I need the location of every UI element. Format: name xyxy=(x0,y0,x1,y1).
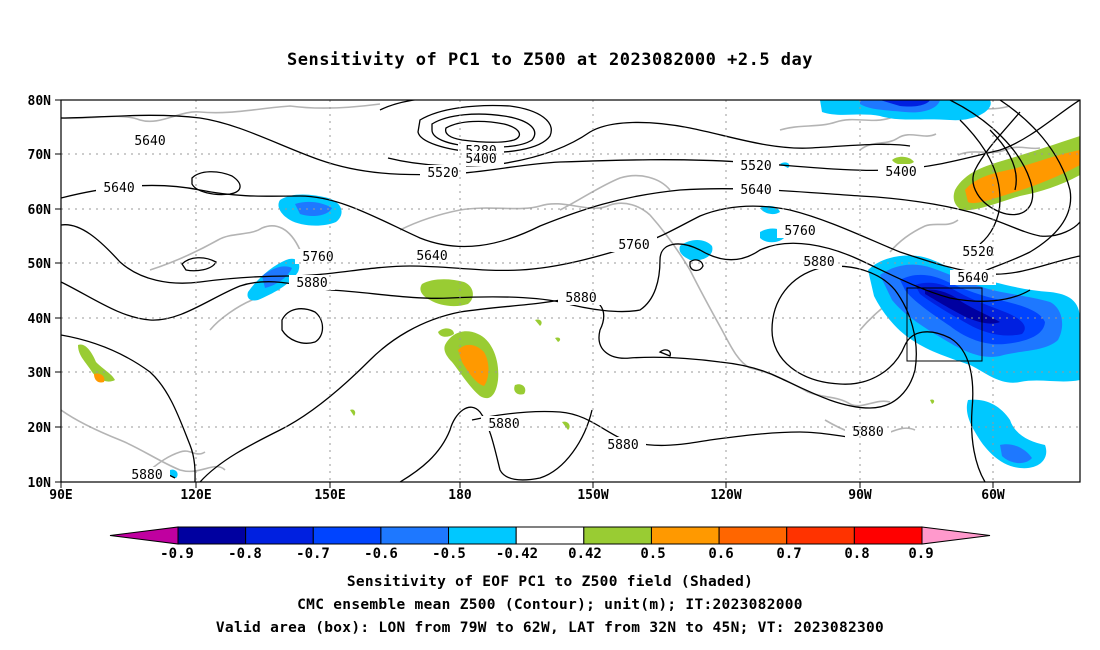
colorbar-label: 0.8 xyxy=(844,546,869,562)
colorbar-swatch xyxy=(448,526,517,545)
contour-label: 5880 xyxy=(124,467,170,483)
svg-text:5640: 5640 xyxy=(134,134,165,149)
svg-text:5400: 5400 xyxy=(885,165,916,180)
footer-line-shading: Sensitivity of EOF PC1 to Z500 field (Sh… xyxy=(346,574,754,590)
colorbar-label: -0.6 xyxy=(364,546,398,562)
lon-label: 120W xyxy=(710,488,741,503)
contour-label: 5520 xyxy=(955,244,1001,260)
svg-text:5880: 5880 xyxy=(296,276,327,291)
colorbar-swatch xyxy=(515,526,585,545)
map-frame xyxy=(60,99,1081,483)
lat-label: 80N xyxy=(28,94,52,109)
lat-label: 50N xyxy=(28,257,52,272)
contour-labels: 5640 5640 5280 5400 5520 5520 5640 5400 … xyxy=(96,133,1001,483)
lon-label: 150W xyxy=(577,488,608,503)
lat-label: 10N xyxy=(28,476,52,491)
lat-label: 30N xyxy=(28,366,52,381)
svg-text:5640: 5640 xyxy=(416,249,447,264)
lat-label: 70N xyxy=(28,148,52,163)
positive-sensitivity-shading xyxy=(78,136,1080,430)
colorbar-swatch xyxy=(177,526,247,545)
colorbar-swatch xyxy=(786,526,855,545)
contour-label: 5760 xyxy=(295,249,341,265)
z500-contours xyxy=(61,100,1080,482)
svg-text:5880: 5880 xyxy=(488,417,519,432)
colorbar xyxy=(109,526,991,545)
lon-label: 90W xyxy=(848,488,872,503)
svg-text:5640: 5640 xyxy=(103,181,134,196)
contour-label: 5880 xyxy=(481,416,527,432)
map-title: Sensitivity of PC1 to Z500 at 2023082000… xyxy=(286,50,813,70)
colorbar-min-triangle xyxy=(109,526,179,545)
contour-label: 5640 xyxy=(96,180,142,196)
colorbar-swatch xyxy=(650,526,720,545)
footer-line-contour: CMC ensemble mean Z500 (Contour); unit(m… xyxy=(297,597,803,613)
contour-label: 5880 xyxy=(600,437,646,453)
contour-label: 5520 xyxy=(733,158,779,174)
colorbar-swatch xyxy=(312,526,382,545)
colorbar-swatch xyxy=(380,526,450,545)
contour-label: 5640 xyxy=(950,270,996,286)
longitude-labels: 90E 120E 150E 180 150W 120W 90W 60W xyxy=(49,488,1005,503)
svg-text:5760: 5760 xyxy=(302,250,333,265)
colorbar-swatch xyxy=(718,526,788,545)
colorbar-label: 0.42 xyxy=(568,546,602,562)
colorbar-label: 0.6 xyxy=(708,546,733,562)
lon-label: 180 xyxy=(448,488,472,503)
contour-label: 5880 xyxy=(796,254,842,270)
lat-label: 40N xyxy=(28,312,52,327)
valid-area-box xyxy=(906,287,983,362)
svg-text:5520: 5520 xyxy=(427,166,458,181)
lon-label: 60W xyxy=(981,488,1005,503)
lat-label: 60N xyxy=(28,203,52,218)
colorbar-label: 0.7 xyxy=(776,546,801,562)
svg-text:5520: 5520 xyxy=(962,245,993,260)
lon-label: 120E xyxy=(180,488,211,503)
colorbar-label: -0.8 xyxy=(228,546,262,562)
svg-text:5640: 5640 xyxy=(740,183,771,198)
contour-label: 5400 xyxy=(458,151,504,167)
latitude-labels: 80N 70N 60N 50N 40N 30N 20N 10N xyxy=(28,94,52,491)
lat-label: 20N xyxy=(28,421,52,436)
svg-text:5760: 5760 xyxy=(618,238,649,253)
contour-label: 5640 xyxy=(733,182,779,198)
svg-text:5520: 5520 xyxy=(740,159,771,174)
svg-text:5760: 5760 xyxy=(784,224,815,239)
svg-text:5640: 5640 xyxy=(957,271,988,286)
colorbar-swatch xyxy=(853,526,923,545)
contour-label: 5400 xyxy=(878,164,924,180)
contour-label: 5640 xyxy=(409,248,455,264)
colorbar-label: 0.5 xyxy=(640,546,665,562)
svg-text:5880: 5880 xyxy=(565,291,596,306)
svg-text:5880: 5880 xyxy=(131,468,162,483)
grid-lines xyxy=(61,100,1080,482)
contour-label: 5880 xyxy=(558,290,604,306)
contour-label: 5760 xyxy=(777,223,823,239)
contour-label: 5880 xyxy=(845,424,891,440)
svg-text:5880: 5880 xyxy=(607,438,638,453)
colorbar-label: -0.42 xyxy=(496,546,538,562)
colorbar-label: 0.9 xyxy=(908,546,933,562)
colorbar-label: -0.5 xyxy=(432,546,466,562)
colorbar-max-triangle xyxy=(921,526,991,545)
lon-label: 150E xyxy=(314,488,345,503)
colorbar-label: -0.7 xyxy=(296,546,330,562)
colorbar-swatch xyxy=(583,526,652,545)
colorbar-label: -0.9 xyxy=(160,546,194,562)
lon-label: 90E xyxy=(49,488,72,503)
contour-label: 5880 xyxy=(289,275,335,291)
footer-line-valid-area: Valid area (box): LON from 79W to 62W, L… xyxy=(215,620,885,636)
axis-ticks xyxy=(55,99,994,488)
colorbar-labels: -0.9 -0.8 -0.7 -0.6 -0.5 -0.42 0.42 0.5 … xyxy=(160,546,934,562)
contour-label: 5640 xyxy=(127,133,173,149)
contour-label: 5520 xyxy=(420,165,466,181)
contour-label: 5760 xyxy=(611,237,657,253)
colorbar-swatch xyxy=(245,526,314,545)
svg-text:5400: 5400 xyxy=(465,152,496,167)
